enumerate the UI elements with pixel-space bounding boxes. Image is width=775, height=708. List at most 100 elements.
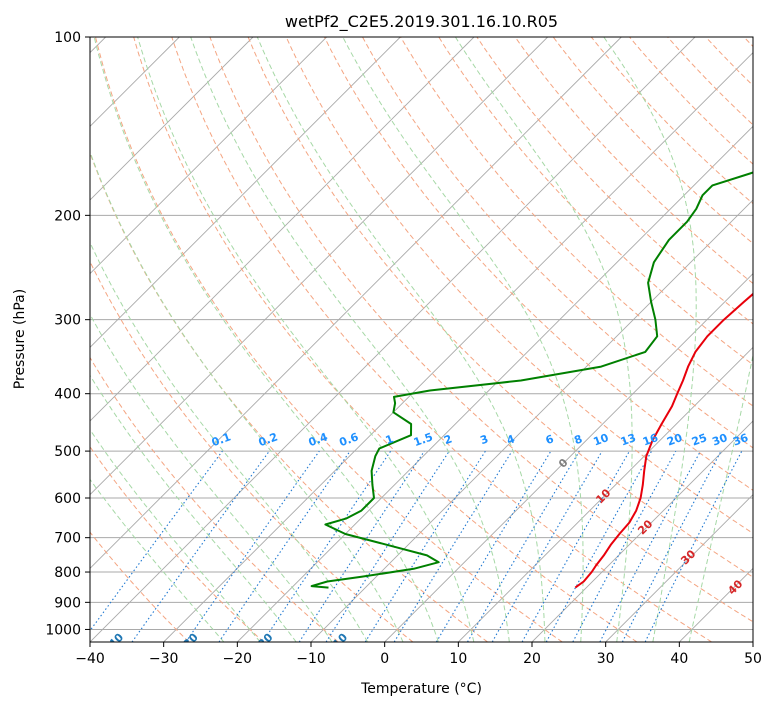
- mixing-ratio-line: [325, 450, 450, 642]
- y-tick-label: 500: [54, 444, 81, 460]
- moist-adiabat-line: [190, 37, 510, 642]
- isotherm-line: [90, 37, 327, 275]
- dry-adiabat-label: -10: [327, 630, 350, 653]
- mixing-ratio-label: 8: [572, 432, 584, 447]
- dry-adiabat-label: -30: [178, 630, 201, 653]
- dry-adiabat-label: -20: [252, 630, 275, 653]
- x-tick-label: 50: [744, 651, 762, 667]
- temperature-profile-line: [574, 292, 753, 589]
- y-axis: 100 200 300 400 500 600 700 800 900 1000: [45, 30, 90, 638]
- x-tick-label: 40: [670, 651, 688, 667]
- plot-background: [90, 37, 753, 642]
- chart-title: wetPf2_C2E5.2019.301.16.10.R05: [285, 12, 558, 32]
- x-axis-title: Temperature (°C): [360, 681, 482, 697]
- mixing-ratio-label: 10: [592, 431, 611, 449]
- y-tick-label: 1000: [45, 622, 81, 638]
- x-tick-label: 0: [380, 651, 389, 667]
- y-tick-label: 200: [54, 208, 81, 224]
- mixing-ratio-label: 6: [544, 432, 556, 447]
- mixing-ratio-label: 0.1: [210, 430, 233, 449]
- isotherm-line: [90, 37, 254, 201]
- mixing-ratio-line: [262, 450, 392, 642]
- x-tick-label: 30: [597, 651, 615, 667]
- mixing-ratio-label: 4: [505, 432, 517, 447]
- mixing-ratio-label: 16: [641, 431, 660, 449]
- moist-adiabat-line: [256, 37, 546, 642]
- dry-adiabat-label: -40: [103, 630, 126, 653]
- moist-adiabat-line: [90, 478, 225, 642]
- x-tick-label: −40: [75, 651, 105, 667]
- moist-adiabat-line: [137, 37, 475, 642]
- moist-adiabat-line: [90, 313, 333, 642]
- mixing-ratio-label: 36: [731, 431, 750, 449]
- y-tick-label: 400: [54, 387, 81, 403]
- dry-adiabat-line: [285, 37, 753, 534]
- mixing-ratio-line: [90, 450, 223, 632]
- isotherm-line: [458, 346, 753, 642]
- y-axis-title: Pressure (hPa): [12, 289, 28, 389]
- mixing-ratio-label: 3: [478, 432, 490, 447]
- mixing-ratio-label: 2: [442, 432, 454, 447]
- plot-frame: [89, 36, 754, 643]
- mixing-ratio-label: 1: [384, 432, 396, 447]
- dry-adiabat-line: [90, 260, 414, 642]
- plot-series: [310, 171, 753, 589]
- dry-adiabat-line: [90, 356, 339, 642]
- x-tick-label: 20: [523, 651, 541, 667]
- dry-adiabat-line: [514, 37, 753, 285]
- dry-adiabat-line: [362, 37, 753, 449]
- moist-adiabat-line: [90, 374, 297, 642]
- dry-adiabat-line: [247, 37, 753, 578]
- moist-adiabat-line: [603, 37, 697, 642]
- mixing-ratio-line: [393, 450, 513, 642]
- mixing-ratio-line: [298, 450, 425, 642]
- dry-adiabat-line: [90, 445, 264, 642]
- moist-adiabat-line: [342, 37, 584, 642]
- dry-adiabat-line: [438, 37, 753, 366]
- mixing-ratio-label: 0.6: [338, 430, 361, 449]
- y-tick-label: 600: [54, 491, 81, 507]
- y-tick-label: 100: [54, 30, 81, 46]
- mixing-ratio-line: [521, 450, 630, 642]
- mixing-ratio-line: [131, 450, 270, 642]
- dewpoint-profile-line: [310, 171, 753, 589]
- mixing-ratio-label: 25: [690, 431, 709, 448]
- isotherm-line: [752, 641, 753, 642]
- y-tick-label: 900: [54, 595, 81, 611]
- moist-adiabat-line: [90, 241, 369, 642]
- plot-grid: [90, 37, 753, 642]
- dry-adiabat-line: [171, 37, 712, 642]
- mixing-ratio-line: [218, 450, 351, 642]
- mixing-ratio-label: 13: [619, 431, 638, 448]
- dry-adiabat-line: [400, 37, 753, 407]
- dry-adiabat-line: [133, 37, 638, 642]
- mixing-ratio-line: [572, 450, 677, 642]
- mixing-ratio-label: 0.2: [257, 430, 280, 449]
- isotherm-line: [90, 37, 548, 496]
- isotherm-line: [531, 420, 753, 642]
- mixing-ratio-label: 30: [710, 431, 729, 449]
- moist-adiabat-line: [90, 150, 404, 642]
- moist-adiabat-line: [688, 352, 753, 642]
- dry-adiabat-line: [95, 37, 563, 642]
- moist-adiabat-line: [93, 37, 439, 642]
- dry-adiabat-line: [323, 37, 753, 491]
- x-tick-label: −10: [296, 651, 326, 667]
- y-tick-label: 700: [54, 531, 81, 547]
- isotherm-line: [384, 273, 753, 642]
- x-axis: −40 −30 −20 −10 0 10 20 30 40 50: [75, 642, 762, 667]
- mixing-ratio-line: [185, 450, 320, 642]
- mixing-ratio-label: 20: [665, 431, 684, 449]
- isotherm-line: [163, 52, 753, 642]
- y-tick-label: 300: [54, 313, 81, 329]
- x-tick-label: 10: [449, 651, 467, 667]
- isotherm-line: [90, 37, 622, 569]
- x-tick-label: −30: [149, 651, 179, 667]
- isotherm-line: [605, 494, 753, 642]
- isotherm-line: [90, 37, 401, 348]
- moist-adiabat-line: [90, 428, 261, 642]
- y-tick-label: 800: [54, 565, 81, 581]
- isotherm-line: [90, 37, 475, 422]
- x-tick-label: −20: [223, 651, 253, 667]
